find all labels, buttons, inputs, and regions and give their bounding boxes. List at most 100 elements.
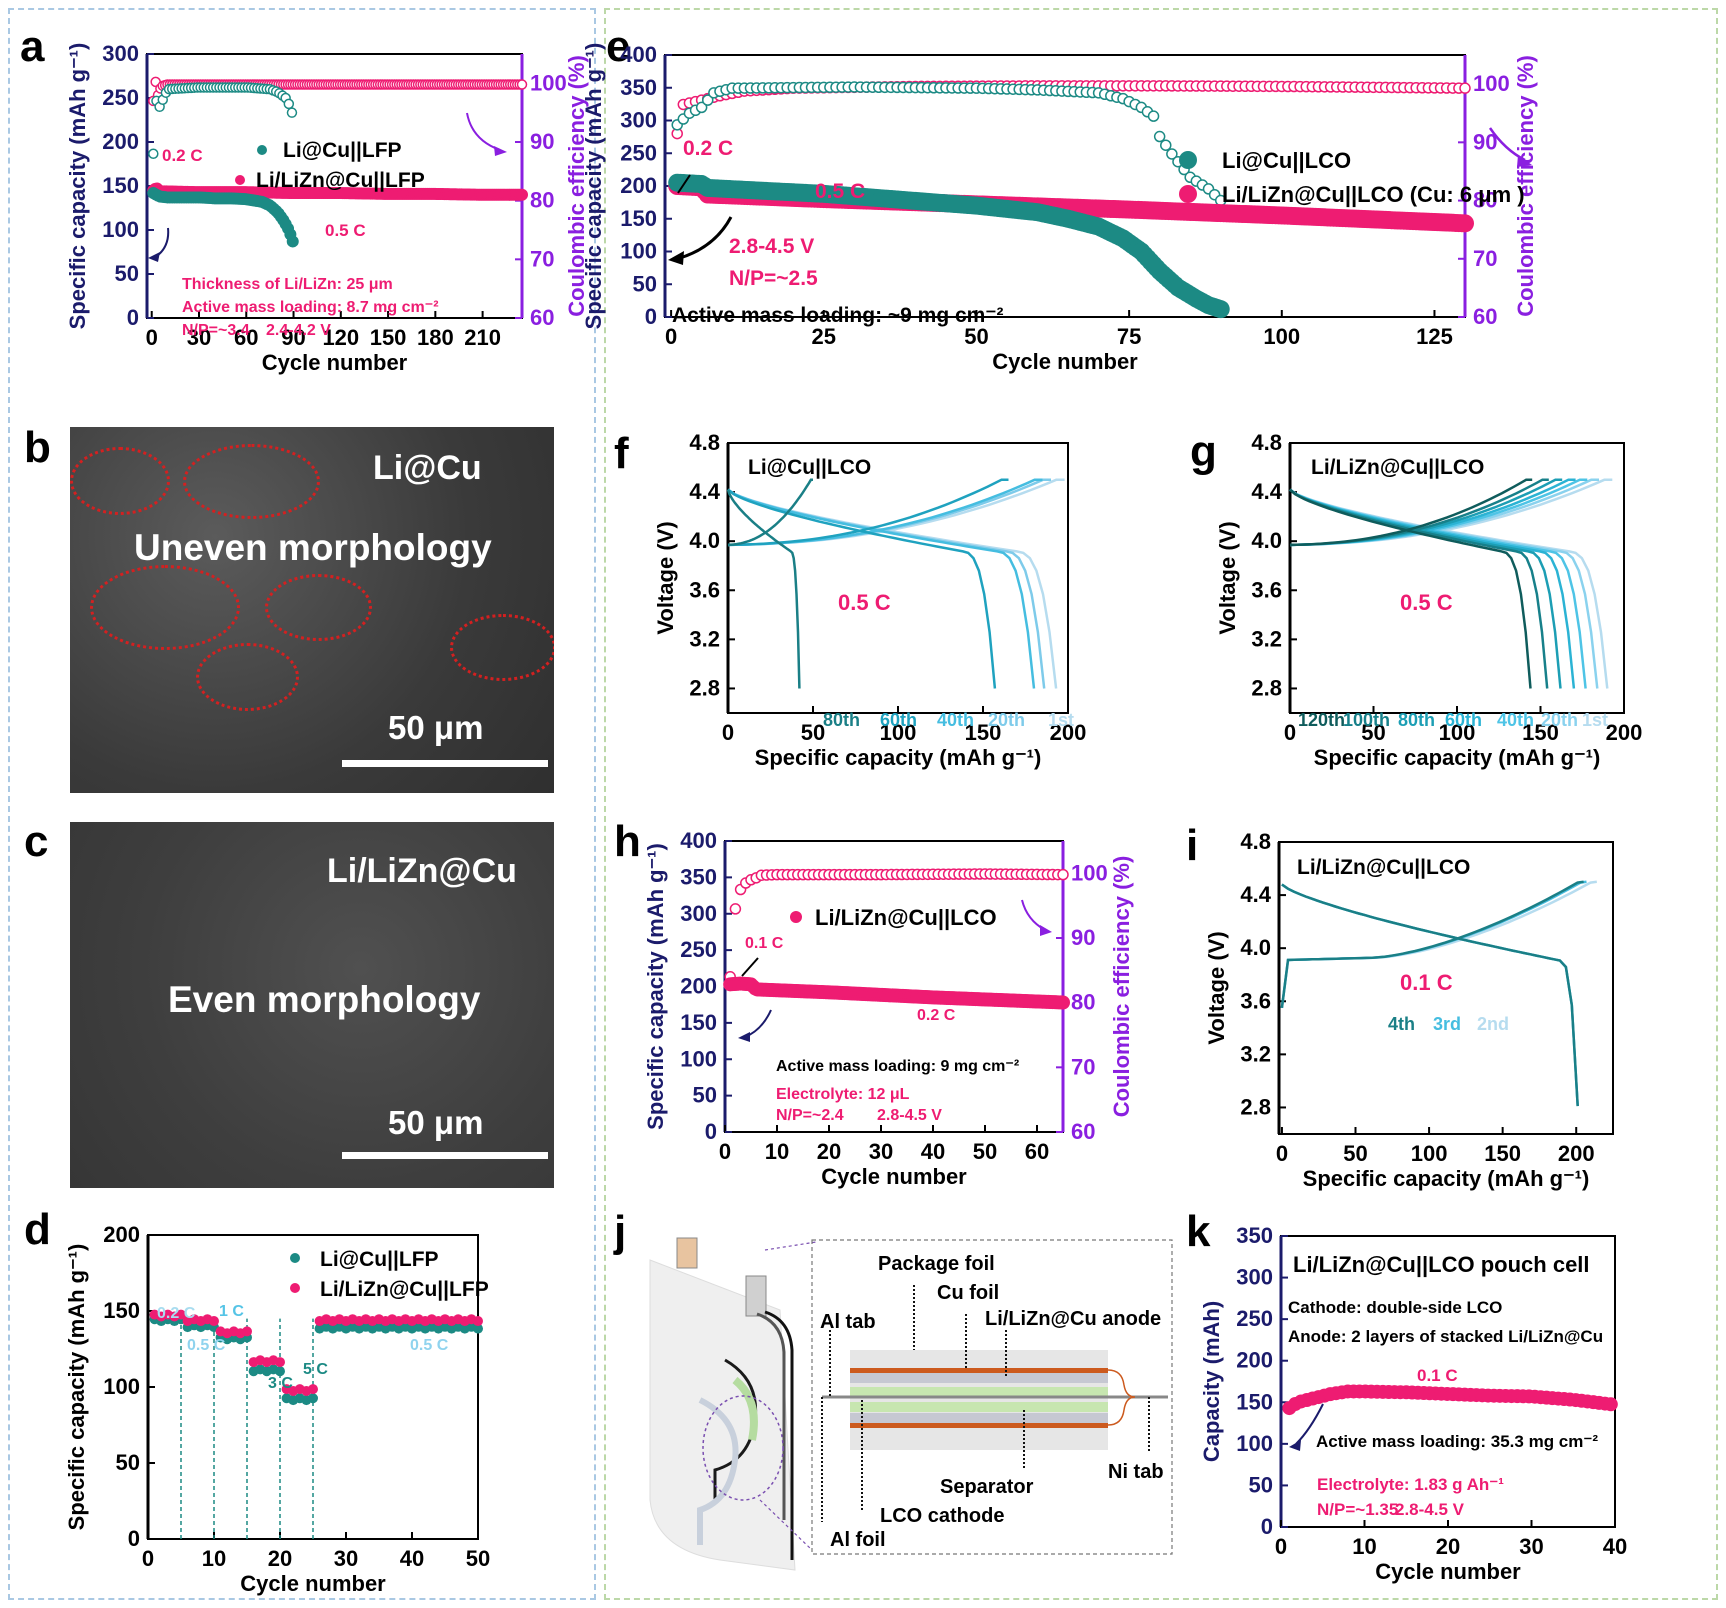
y-axis-title: Specific capacity (mAh g⁻¹) — [581, 43, 606, 330]
y-tick-label: 2.8 — [1251, 675, 1282, 700]
x-tick-label: 180 — [417, 325, 454, 350]
x-tick-label: 90 — [281, 325, 305, 350]
annotation: 0.5 C — [1400, 590, 1453, 615]
data-point-capacity-li — [286, 235, 299, 248]
legend-marker — [290, 1253, 300, 1263]
data-point-lizn — [209, 1316, 219, 1327]
x-tick-label: 50 — [964, 324, 988, 349]
y-tick-label: 250 — [680, 937, 717, 962]
x-tick-label: 100 — [1263, 324, 1300, 349]
highlight-circle — [90, 565, 240, 650]
highlight-circle — [70, 447, 170, 515]
legend-label: Li@Cu||LFP — [283, 139, 402, 162]
x-tick-label: 60 — [1025, 1139, 1049, 1164]
annotation: N/P=~3.4 — [182, 322, 250, 339]
y-axis-title: Specific capacity (mAh g⁻¹) — [64, 1244, 89, 1531]
x-tick-label: 100 — [1439, 720, 1476, 745]
sem-image-li-lizn-cu: Li/LiZn@Cu Even morphology 50 μm — [70, 822, 554, 1188]
annotation: 0.5 C — [838, 590, 891, 615]
x-tick-label: 50 — [801, 720, 825, 745]
y-tick-label: 100 — [620, 239, 657, 264]
y2-tick-label: 60 — [1473, 304, 1497, 329]
x-tick-label: 30 — [187, 325, 211, 350]
y2-tick-label: 100 — [530, 70, 567, 95]
x-tick-label: 60 — [234, 325, 258, 350]
sem-title: Li@Cu — [373, 449, 482, 487]
left-panel-frame — [8, 8, 596, 1600]
x-tick-label: 40 — [400, 1546, 424, 1571]
data-point-ce-lizn — [1459, 82, 1471, 94]
cycle-label: 20th — [1541, 710, 1578, 730]
sem-caption: Uneven morphology — [134, 527, 492, 568]
y-axis-title: Voltage (V) — [653, 521, 678, 634]
label-al-foil: Al foil — [830, 1529, 886, 1551]
sem-title: Li/LiZn@Cu — [327, 852, 517, 890]
sem-image-li-cu: Li@Cu Uneven morphology 50 μm — [70, 427, 554, 793]
y-tick-label: 4.8 — [689, 430, 720, 455]
x-tick-label: 150 — [1522, 720, 1559, 745]
annotation: 2.8-4.5 V — [729, 235, 814, 258]
annotation: Thickness of Li/LiZn: 25 μm — [182, 276, 393, 293]
data-point-capacity-li — [1211, 300, 1230, 319]
y-tick-label: 150 — [620, 206, 657, 231]
y-tick-label: 4.8 — [1251, 430, 1282, 455]
y-tick-label: 150 — [102, 173, 139, 198]
y-tick-label: 4.0 — [1251, 528, 1282, 553]
y2-tick-label: 60 — [1071, 1119, 1095, 1144]
y2-tick-label: 100 — [1473, 71, 1510, 96]
data-point-lizn — [275, 1357, 285, 1368]
data-point-lizn — [176, 1309, 186, 1320]
cycle-label: 60th — [1445, 710, 1482, 730]
label-separator: Separator — [940, 1476, 1034, 1498]
label-al-tab: Al tab — [820, 1311, 876, 1333]
legend-label: Li/LiZn@Cu||LFP — [320, 1278, 489, 1301]
x-axis-title: Specific capacity (mAh g⁻¹) — [1314, 745, 1601, 770]
y-tick-label: 100 — [102, 217, 139, 242]
panel-label-a: a — [20, 22, 45, 71]
y-tick-label: 4.0 — [689, 528, 720, 553]
x-tick-label: 50 — [1361, 720, 1385, 745]
y-tick-label: 200 — [102, 129, 139, 154]
x-tick-label: 0 — [665, 324, 677, 349]
arrow-head — [668, 251, 684, 265]
scale-bar-label: 50 μm — [388, 709, 484, 746]
data-point-ce-li — [283, 98, 295, 110]
y-tick-label: 200 — [680, 974, 717, 999]
rate-label: 0.5 C — [410, 1337, 449, 1354]
x-tick-label: 100 — [880, 720, 917, 745]
annotation: 2.4-4.2 V — [266, 322, 331, 339]
x-axis-title: Cycle number — [262, 350, 408, 375]
y2-tick-label: 80 — [1071, 990, 1095, 1015]
y-tick-label: 3.6 — [1251, 577, 1282, 602]
x-axis-title: Specific capacity (mAh g⁻¹) — [755, 745, 1042, 770]
rate-label: 5 C — [303, 1361, 328, 1378]
charge-curve-60th — [727, 478, 1009, 547]
sem-caption: Even morphology — [168, 979, 481, 1020]
y-tick-label: 250 — [620, 140, 657, 165]
data-point-li — [308, 1393, 318, 1404]
annotation: Active mass loading: ~9 mg cm⁻² — [672, 304, 1003, 327]
arrow-head — [148, 252, 160, 262]
discharge-curve-40th — [727, 488, 1036, 689]
legend-marker — [1179, 185, 1197, 203]
pouch-cell-illustration — [649, 1237, 817, 1571]
y2-tick-label: 60 — [530, 305, 554, 330]
arrow-left-axis — [679, 216, 733, 260]
y-tick-label: 50 — [116, 1450, 140, 1475]
y-tick-label: 250 — [102, 85, 139, 110]
x-tick-label: 0 — [142, 1546, 154, 1571]
legend-marker — [1179, 151, 1197, 169]
y-tick-label: 400 — [680, 828, 717, 853]
y2-tick-label: 70 — [530, 246, 554, 271]
data-point-ce-li — [286, 107, 298, 118]
x-tick-label: 0 — [719, 1139, 731, 1164]
annotation: N/P=~2.5 — [729, 267, 818, 290]
panel-label-g: g — [1190, 427, 1217, 476]
y-tick-label: 400 — [620, 42, 657, 67]
panel-label-f: f — [614, 429, 629, 478]
scale-bar — [342, 760, 548, 767]
y-tick-label: 300 — [102, 41, 139, 66]
highlight-circle — [183, 444, 320, 519]
data-point-ce-lizn — [516, 79, 528, 90]
